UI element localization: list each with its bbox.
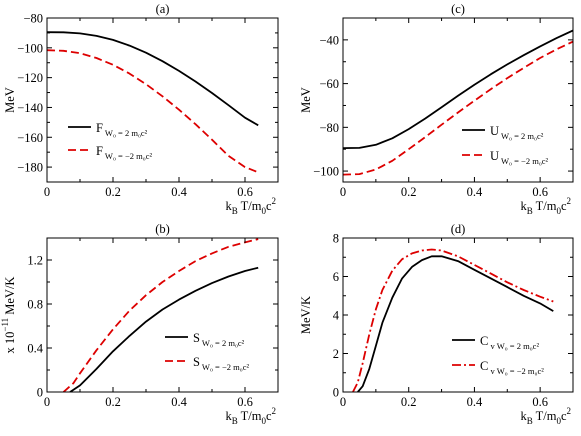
y-tick-label: 2 [333, 347, 339, 361]
series-line-2 [343, 40, 573, 176]
panel-b: (b) 0 0.2 0.4 0.6 0 0.4 0.8 1.2 kB T/m0c2 x 10−11 … [0, 222, 279, 426]
series-group [62, 238, 259, 392]
x-tick-label: 0.4 [467, 185, 483, 199]
x-tick-label: 0 [340, 395, 346, 409]
y-tick-label: −80 [319, 121, 339, 135]
legend-label-1: C v W₀ = 2 m₀c² [480, 334, 539, 351]
legend-label-2: C v W₀ = −2 m₀c² [480, 359, 544, 376]
series-line-1 [69, 266, 259, 392]
series-line-2 [47, 49, 259, 174]
x-axis-label: kB T/m0c2 [520, 196, 571, 216]
y-axis-label: MeV [299, 87, 313, 113]
x-tick-label: 0.2 [401, 395, 417, 409]
x-tick-label: 0 [340, 185, 346, 199]
y-tick-label: 1.2 [27, 254, 43, 268]
x-tick-label: 0.2 [105, 185, 121, 199]
y-tick-label: 0.8 [27, 298, 43, 312]
series-line-1 [343, 29, 573, 149]
panel-d: (d) 0 0.2 0.4 0.6 0 2 4 6 8 kB T/m0c2 MeV/K C v W₀ =… [299, 222, 574, 426]
y-tick-label: −40 [319, 33, 339, 47]
panel-a: (a) 0 0.2 0.4 0.6 −80 −100 −120 −140 −160 −180 kB T… [3, 2, 279, 216]
x-tick-label: 0.6 [532, 395, 548, 409]
y-tick-label: −60 [319, 77, 339, 91]
x-axis-label: kB T/m0c2 [225, 196, 276, 216]
series-line-2 [352, 248, 554, 392]
y-tick-label: 4 [333, 309, 340, 323]
y-tick-label: −180 [17, 161, 43, 175]
series-line-1 [357, 255, 554, 392]
legend-label-2: F W₀ = −2 m₀c² [96, 144, 152, 161]
y-tick-label: 8 [333, 232, 339, 246]
legend-label-1: F W₀ = 2 m₀c² [96, 121, 148, 138]
series-line-2 [62, 238, 259, 392]
y-axis-label: x 10−11 MeV/K [0, 277, 17, 354]
y-tick-label: −160 [17, 131, 43, 145]
panel-title: (d) [451, 222, 466, 236]
legend-label-2: U W₀ = −2 m₀c² [490, 149, 549, 166]
y-tick-label: −80 [23, 12, 43, 26]
panel-c: (c) 0 0.2 0.4 0.6 −40 −60 −80 −100 kB T/m0c2 MeV U … [299, 2, 574, 216]
y-tick-label: −100 [313, 165, 339, 179]
x-tick-label: 0.2 [401, 185, 417, 199]
plot-frame [342, 17, 574, 183]
legend-label-1: S W₀ = 2 m₀c² [193, 331, 245, 348]
legend-label-1: U W₀ = 2 m₀c² [490, 124, 544, 141]
x-tick-label: 0.6 [237, 185, 253, 199]
x-axis-label: kB T/m0c2 [520, 406, 571, 426]
panel-title: (c) [451, 2, 465, 16]
y-tick-label: −120 [17, 71, 43, 85]
series-group [343, 29, 573, 176]
x-tick-label: 0.6 [532, 185, 548, 199]
y-tick-label: 0 [37, 386, 43, 400]
series-line-1 [47, 31, 259, 127]
y-axis-label: MeV/K [299, 296, 313, 334]
x-tick-label: 0.2 [105, 395, 121, 409]
x-tick-label: 0.4 [171, 395, 187, 409]
x-tick-label: 0 [44, 185, 50, 199]
y-tick-label: 0.4 [27, 342, 43, 356]
y-tick-label: 0 [333, 386, 339, 400]
y-axis-label: MeV [3, 87, 17, 113]
x-axis-label: kB T/m0c2 [225, 406, 276, 426]
plot-frame [46, 237, 279, 393]
panel-title: (b) [155, 222, 170, 236]
panel-title: (a) [156, 2, 170, 16]
series-group [352, 248, 554, 392]
series-group [47, 31, 259, 174]
x-tick-label: 0.6 [237, 395, 253, 409]
y-tick-label: −100 [17, 41, 43, 55]
x-tick-label: 0.4 [171, 185, 187, 199]
y-tick-label: 6 [333, 270, 339, 284]
plot-frame [46, 17, 279, 183]
legend-label-2: S W₀ = −2 m₀c² [193, 355, 249, 372]
x-tick-label: 0.4 [467, 395, 483, 409]
x-tick-label: 0 [44, 395, 50, 409]
y-tick-label: −140 [17, 101, 43, 115]
